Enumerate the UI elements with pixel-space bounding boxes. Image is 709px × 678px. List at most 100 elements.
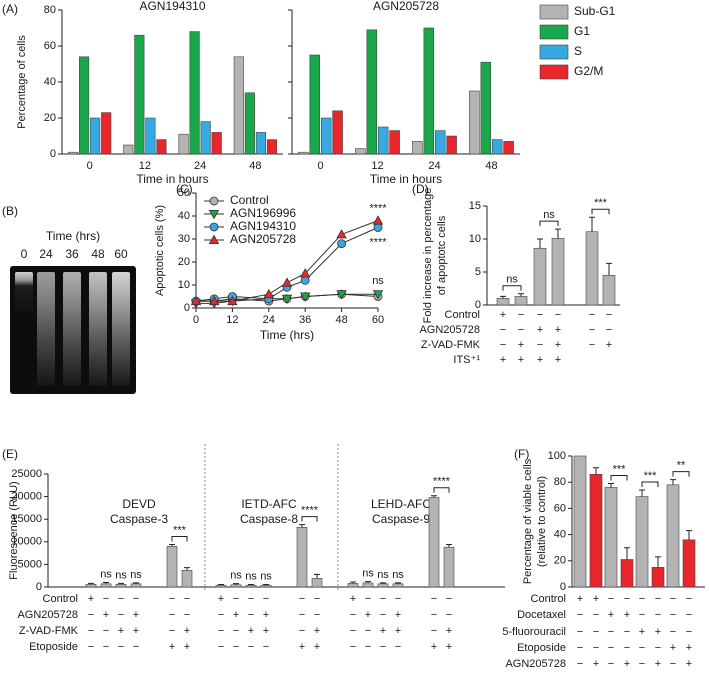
x-tick-label: 24: [263, 314, 275, 326]
error-bar: [500, 295, 506, 299]
y-axis-label: Fold increase in percentage: [422, 188, 434, 324]
condition-mark: +: [500, 354, 506, 366]
significance-label: ns: [362, 567, 374, 579]
condition-mark: −: [103, 641, 109, 653]
series-line: [196, 220, 379, 302]
legend-swatch: [539, 64, 569, 80]
bar: [480, 61, 492, 155]
error-bar: [88, 582, 94, 585]
lane-label: 36: [65, 247, 79, 261]
bar: [635, 496, 649, 588]
x-tick-label: 24: [428, 160, 440, 172]
significance-label: ns: [130, 569, 142, 581]
bar: [211, 132, 222, 155]
x-axis-label: Time in hours: [370, 172, 442, 186]
bar: [491, 139, 503, 155]
bar: [134, 34, 145, 155]
condition-mark: +: [446, 625, 452, 637]
bar: [200, 121, 211, 155]
marker: [300, 268, 311, 278]
condition-mark: −: [380, 641, 386, 653]
y-axis-label: Apoptotic cells (%): [154, 205, 166, 296]
error-bar: [184, 567, 190, 571]
y-tick-label: 15: [469, 200, 481, 212]
condition-mark: −: [233, 641, 239, 653]
condition-mark: +: [395, 625, 401, 637]
condition-mark: +: [103, 609, 109, 621]
significance-label: ***: [173, 524, 187, 536]
condition-mark: +: [133, 625, 139, 637]
legend-label: Sub-G1: [574, 4, 616, 18]
bar: [469, 90, 480, 155]
condition-mark: −: [88, 641, 94, 653]
x-tick-label: 0: [87, 160, 93, 172]
significance-bracket: [502, 285, 522, 291]
marker: [209, 222, 219, 232]
significance-bracket: [610, 475, 628, 481]
y-tick-label: 20: [44, 112, 56, 124]
condition-mark: −: [118, 641, 124, 653]
bar: [443, 546, 455, 588]
bar: [320, 117, 332, 155]
condition-mark: −: [589, 339, 595, 351]
condition-mark: +: [686, 658, 692, 670]
y-tick-label: 100: [548, 450, 566, 462]
gel-lane: [89, 272, 107, 386]
condition-mark: −: [577, 609, 583, 621]
condition-mark: +: [593, 593, 599, 605]
condition-mark: −: [589, 309, 595, 321]
x-tick-label: 60: [372, 314, 384, 326]
condition-mark: −: [670, 626, 676, 638]
marker: [373, 223, 383, 232]
panel-label: (B): [2, 204, 18, 218]
error-bar: [686, 530, 692, 540]
error-bar: [655, 556, 661, 568]
bar: [255, 132, 266, 155]
significance-label: ****: [433, 476, 451, 488]
panel-label: (F): [514, 447, 529, 461]
y-tick-label: 80: [44, 4, 56, 16]
x-axis-label: Time in hours: [136, 172, 208, 186]
bar: [377, 126, 389, 155]
y-tick-label: 15000: [11, 513, 42, 525]
condition-mark: −: [395, 593, 401, 605]
condition-name: AGN205728: [17, 609, 78, 621]
condition-mark: −: [350, 609, 356, 621]
condition-mark: −: [133, 593, 139, 605]
condition-mark: −: [103, 593, 109, 605]
condition-mark: +: [365, 609, 371, 621]
legend-swatch: [539, 4, 569, 20]
condition-mark: +: [184, 641, 190, 653]
y-tick-label: 60: [554, 502, 566, 514]
y-axis-label: Fluorescence (RLU): [8, 481, 20, 579]
marker: [300, 275, 310, 285]
bar: [298, 151, 309, 155]
condition-mark: −: [299, 609, 305, 621]
condition-mark: +: [446, 641, 452, 653]
condition-mark: −: [133, 641, 139, 653]
marker: [190, 295, 202, 306]
condition-mark: +: [263, 625, 269, 637]
condition-mark: −: [365, 641, 371, 653]
bar: [266, 139, 278, 155]
condition-mark: −: [88, 609, 94, 621]
error-bar: [589, 216, 595, 232]
bar: [392, 583, 404, 588]
marker: [337, 239, 347, 249]
y-tick-label: 30: [178, 233, 190, 245]
legend-label: G1: [574, 24, 590, 38]
condition-mark: −: [577, 658, 583, 670]
y-tick-label: 40: [554, 529, 566, 541]
condition-mark: −: [299, 593, 305, 605]
condition-mark: +: [88, 593, 94, 605]
condition-mark: −: [670, 658, 676, 670]
marker: [263, 288, 274, 299]
condition-mark: −: [431, 609, 437, 621]
condition-mark: −: [263, 641, 269, 653]
bar: [156, 139, 167, 155]
bar: [412, 141, 423, 155]
condition-mark: +: [184, 625, 190, 637]
x-tick-label: 12: [139, 160, 151, 172]
marker: [281, 294, 293, 305]
condition-mark: −: [233, 625, 239, 637]
